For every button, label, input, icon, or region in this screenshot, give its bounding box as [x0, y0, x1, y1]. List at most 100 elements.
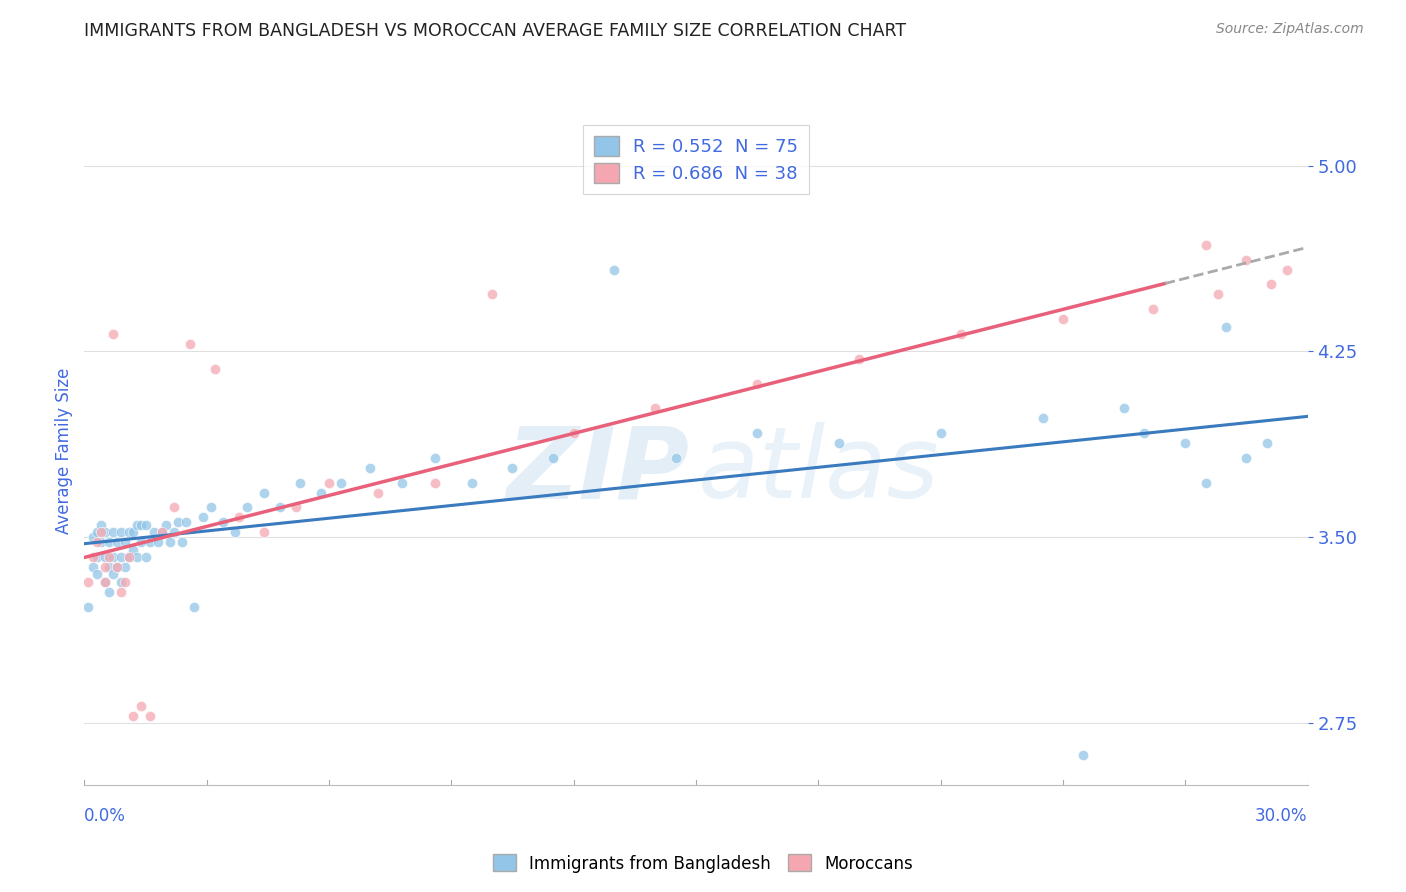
Point	[1275, 262, 1298, 277]
Y-axis label: Average Family Size: Average Family Size	[55, 368, 73, 533]
Point	[163, 500, 186, 515]
Point	[183, 599, 205, 614]
Point	[747, 426, 769, 441]
Point	[929, 426, 952, 441]
Point	[142, 525, 165, 540]
Point	[150, 525, 173, 540]
Point	[101, 567, 124, 582]
Point	[290, 475, 312, 490]
Point	[90, 525, 112, 540]
Point	[200, 500, 222, 515]
Point	[423, 450, 446, 465]
Point	[146, 535, 169, 549]
Point	[174, 516, 197, 530]
Point	[131, 517, 153, 532]
Point	[1206, 287, 1229, 301]
Point	[1260, 277, 1282, 292]
Point	[179, 337, 201, 351]
Point	[1195, 237, 1218, 252]
Point	[228, 510, 250, 524]
Point	[664, 450, 686, 465]
Point	[138, 535, 160, 549]
Point	[135, 549, 157, 564]
Legend: R = 0.552  N = 75, R = 0.686  N = 38: R = 0.552 N = 75, R = 0.686 N = 38	[582, 125, 810, 194]
Point	[105, 560, 128, 574]
Point	[127, 549, 149, 564]
Point	[204, 361, 226, 376]
Point	[90, 535, 112, 549]
Point	[461, 475, 484, 490]
Point	[114, 574, 136, 589]
Point	[1234, 450, 1257, 465]
Point	[359, 460, 381, 475]
Text: Source: ZipAtlas.com: Source: ZipAtlas.com	[1216, 22, 1364, 37]
Point	[950, 326, 973, 341]
Point	[97, 549, 120, 564]
Legend: Immigrants from Bangladesh, Moroccans: Immigrants from Bangladesh, Moroccans	[486, 847, 920, 880]
Point	[1071, 748, 1094, 763]
Point	[138, 708, 160, 723]
Point	[747, 376, 769, 391]
Point	[155, 517, 177, 532]
Point	[603, 262, 626, 277]
Point	[562, 426, 585, 441]
Text: atlas: atlas	[697, 422, 939, 519]
Point	[1195, 475, 1218, 490]
Point	[101, 549, 124, 564]
Point	[1133, 426, 1156, 441]
Point	[150, 525, 173, 540]
Point	[269, 500, 291, 515]
Point	[131, 698, 153, 713]
Point	[93, 525, 115, 540]
Text: IMMIGRANTS FROM BANGLADESH VS MOROCCAN AVERAGE FAMILY SIZE CORRELATION CHART: IMMIGRANTS FROM BANGLADESH VS MOROCCAN A…	[84, 22, 907, 40]
Point	[236, 500, 259, 515]
Point	[391, 475, 413, 490]
Point	[212, 516, 235, 530]
Point	[1215, 319, 1237, 334]
Point	[848, 351, 870, 366]
Point	[97, 535, 120, 549]
Point	[118, 525, 141, 540]
Point	[82, 549, 104, 564]
Point	[93, 560, 115, 574]
Point	[86, 567, 108, 582]
Point	[114, 535, 136, 549]
Point	[1052, 312, 1074, 326]
Point	[318, 475, 340, 490]
Point	[167, 516, 190, 530]
Point	[330, 475, 353, 490]
Point	[86, 549, 108, 564]
Point	[97, 584, 120, 599]
Point	[163, 525, 186, 540]
Point	[118, 549, 141, 564]
Text: 0.0%: 0.0%	[84, 807, 127, 825]
Point	[191, 510, 214, 524]
Point	[86, 535, 108, 549]
Point	[118, 549, 141, 564]
Point	[101, 326, 124, 341]
Point	[253, 525, 276, 540]
Point	[1234, 252, 1257, 267]
Point	[644, 401, 666, 416]
Point	[93, 574, 115, 589]
Point	[122, 708, 145, 723]
Point	[105, 560, 128, 574]
Point	[172, 535, 194, 549]
Point	[101, 525, 124, 540]
Point	[1032, 411, 1054, 425]
Point	[1174, 436, 1197, 450]
Point	[110, 525, 132, 540]
Point	[367, 485, 389, 500]
Point	[97, 560, 120, 574]
Point	[1256, 436, 1278, 450]
Point	[110, 584, 132, 599]
Point	[122, 525, 145, 540]
Point	[159, 535, 181, 549]
Point	[82, 530, 104, 544]
Point	[93, 549, 115, 564]
Point	[224, 525, 246, 540]
Point	[1142, 302, 1164, 317]
Point	[127, 517, 149, 532]
Point	[82, 560, 104, 574]
Point	[77, 574, 100, 589]
